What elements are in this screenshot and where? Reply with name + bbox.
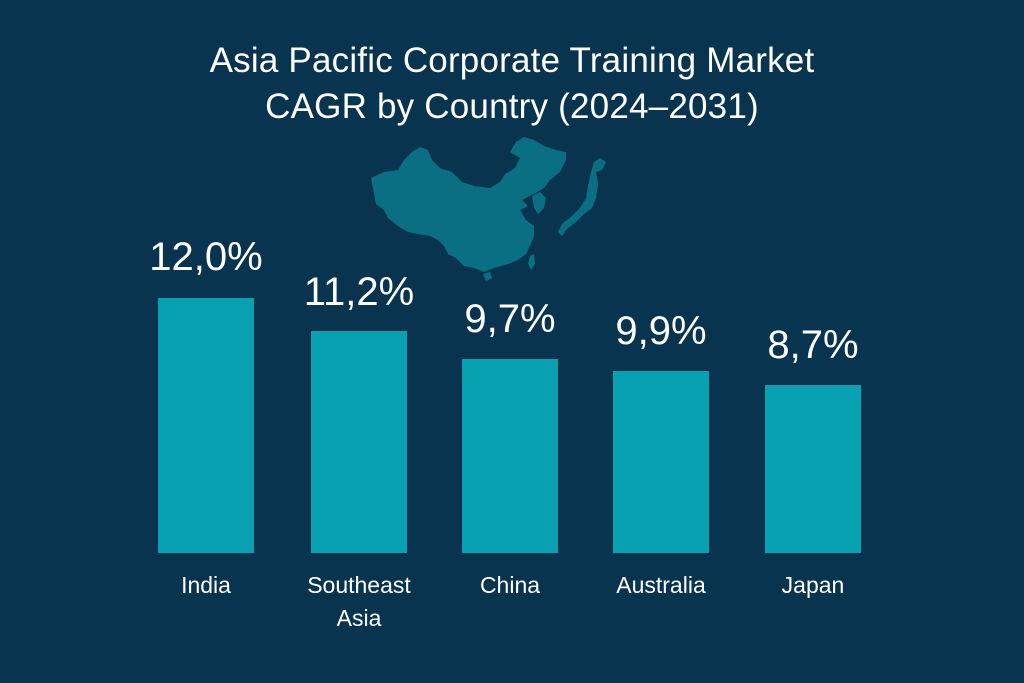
value-label-australia: 9,9% — [615, 309, 707, 353]
bar-australia — [613, 371, 709, 553]
bar-india — [158, 298, 254, 553]
value-label-china: 9,7% — [464, 297, 556, 341]
category-label-japan: Japan — [781, 572, 845, 598]
category-label-southeast-asia: Southeast Asia — [307, 572, 411, 631]
value-label-india: 12,0% — [149, 235, 263, 279]
bar-china — [462, 359, 558, 553]
chart-title-line1: Asia Pacific Corporate Training Market — [209, 41, 815, 80]
category-label-china: China — [479, 572, 541, 598]
value-label-japan: 8,7% — [767, 323, 859, 367]
category-label-australia: Australia — [616, 572, 706, 598]
bar-southeast-asia — [311, 331, 407, 553]
chart-title: Asia Pacific Corporate Training Market C… — [0, 38, 1024, 130]
value-label-southeast-asia: 11,2% — [303, 270, 415, 314]
bar-japan — [765, 385, 861, 553]
chart-title-line2: CAGR by Country (2024–2031) — [265, 87, 759, 126]
category-label-india: India — [181, 572, 231, 598]
